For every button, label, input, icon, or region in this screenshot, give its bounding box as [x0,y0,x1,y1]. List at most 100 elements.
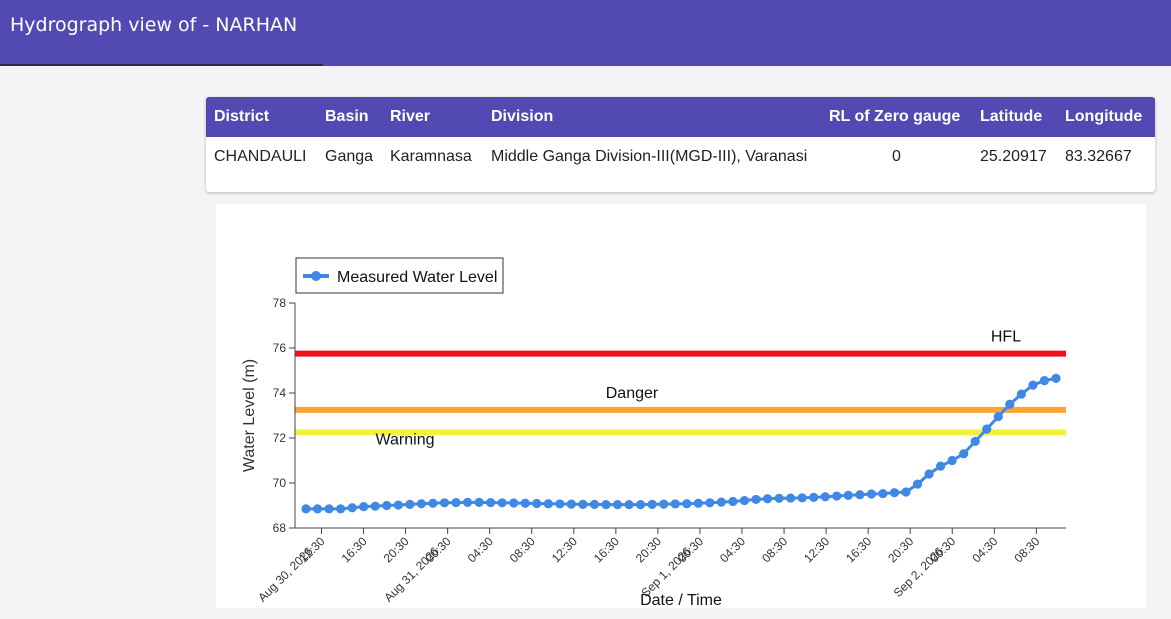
data-point[interactable] [405,499,415,509]
data-point[interactable] [947,455,957,466]
chart-legend[interactable]: Measured Water Level [295,257,504,294]
data-point[interactable] [1039,376,1050,386]
data-point[interactable] [959,449,969,459]
header-longitude: Longitude [1057,97,1155,137]
data-point[interactable] [566,499,576,509]
header-division: Division [483,97,821,137]
data-point[interactable] [982,424,992,434]
x-tick-label: 16:30 [591,534,622,565]
data-point[interactable] [647,499,657,509]
data-point[interactable] [543,499,553,509]
data-point[interactable] [820,492,830,502]
data-point[interactable] [855,490,865,500]
x-tick-label: 16:30 [843,534,874,565]
data-point[interactable] [359,502,369,512]
data-point[interactable] [624,500,634,510]
data-point[interactable] [474,497,484,507]
data-point[interactable] [682,499,692,509]
y-tick-label: 78 [273,296,287,310]
data-point[interactable] [970,436,980,446]
data-point[interactable] [924,469,934,479]
data-point[interactable] [393,500,403,510]
data-point[interactable] [312,504,323,514]
data-point[interactable] [589,499,600,509]
data-point[interactable] [382,500,392,511]
data-point[interactable] [705,498,715,508]
data-point[interactable] [739,495,750,506]
data-point[interactable] [462,497,473,507]
table-row: CHANDAULI Ganga Karamnasa Middle Ganga D… [206,137,1155,177]
data-point[interactable] [993,412,1003,422]
y-tick-label: 70 [273,476,287,490]
data-point[interactable] [843,490,853,500]
data-point[interactable] [532,498,542,509]
data-point[interactable] [324,504,334,514]
data-point[interactable] [912,479,923,489]
x-tick-label: 04:30 [465,534,496,565]
data-point[interactable] [832,491,842,501]
reference-label-warning: Warning [376,431,435,448]
data-point[interactable] [370,501,380,511]
data-point[interactable] [716,497,726,507]
data-point[interactable] [866,489,876,499]
y-tick-label: 74 [273,386,287,400]
data-point[interactable] [936,461,946,471]
data-point[interactable] [428,498,438,508]
x-tick-label: 04:30 [717,534,748,565]
data-point[interactable] [1028,380,1038,390]
x-axis-label: Date / Time [640,592,722,608]
x-tick-label: 08:30 [1011,534,1042,565]
reference-label-hfl: HFL [991,329,1021,346]
data-point[interactable] [509,498,519,508]
data-point[interactable] [693,498,703,508]
data-point[interactable] [659,499,669,509]
data-point[interactable] [1016,389,1026,399]
data-point[interactable] [636,500,646,510]
data-point[interactable] [774,493,784,503]
x-tick-label: 08:30 [507,534,538,565]
data-point[interactable] [347,503,357,513]
cell-river: Karamnasa [390,148,472,165]
data-point[interactable] [520,498,530,508]
header-rl-zero-gauge: RL of Zero gauge [821,97,972,137]
data-point[interactable] [809,492,819,502]
header-river: River [382,97,483,137]
cell-division: Middle Ganga Division-III(MGD-III), Vara… [491,148,808,165]
x-tick-label: 08:30 [759,534,790,565]
data-point[interactable] [601,500,611,510]
data-point[interactable] [751,494,761,505]
data-point[interactable] [786,493,796,503]
data-point[interactable] [762,494,773,504]
x-tick-label: 20:30 [633,534,664,565]
y-tick-label: 76 [273,341,287,355]
data-point[interactable] [486,497,496,508]
data-point[interactable] [728,496,738,507]
data-point[interactable] [497,498,507,508]
legend-label: Measured Water Level [337,269,497,286]
data-point[interactable] [1051,373,1061,383]
cell-basin: Ganga [325,148,374,165]
chart-axes: 68 70 72 74 76 78 12:30 Aug 30, 2026 16:30 20:30 0… [255,296,1066,605]
reference-lines: HFL Danger Warning [295,329,1066,448]
app-bar: Hydrograph view of - NARHAN [0,0,1171,66]
data-point[interactable] [555,499,565,509]
data-point[interactable] [670,499,680,509]
data-point[interactable] [901,487,911,497]
data-point[interactable] [1005,399,1015,409]
reference-label-danger: Danger [606,385,659,402]
data-point[interactable] [612,500,623,510]
data-point[interactable] [878,488,888,499]
data-point[interactable] [416,499,426,509]
table-header-row: District Basin River Division RL of Zero… [206,97,1155,137]
y-axis-label: Water Level (m) [241,359,258,472]
header-latitude: Latitude [972,97,1057,137]
data-point[interactable] [797,493,807,503]
data-point[interactable] [439,498,450,508]
data-point[interactable] [889,488,900,498]
x-tick-label: 16:30 [339,534,370,565]
data-point[interactable] [451,497,461,508]
data-point[interactable] [578,499,588,509]
data-point[interactable] [301,504,311,514]
data-point[interactable] [336,504,346,514]
cell-district: CHANDAULI [214,148,307,165]
